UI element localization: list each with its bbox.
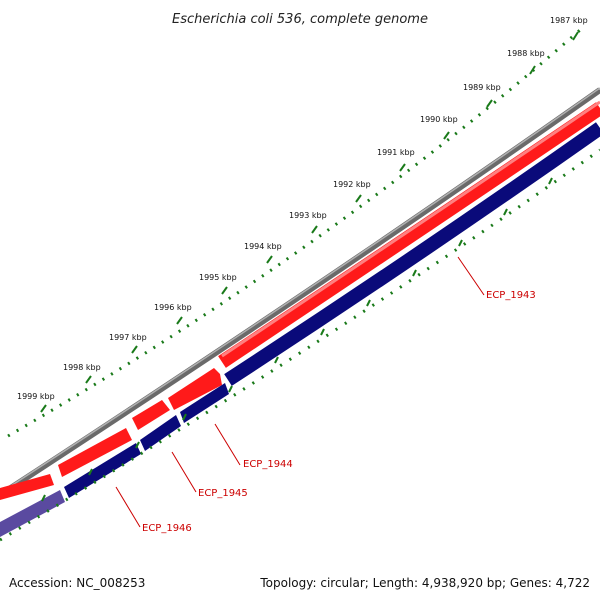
reverse-cds bbox=[140, 415, 181, 451]
gene-label-ecp-1944[interactable]: ECP_1944 bbox=[243, 459, 293, 470]
forward-cds bbox=[58, 428, 132, 477]
map-title: Escherichia coli 536, complete genome bbox=[172, 12, 428, 27]
backbone-highlight bbox=[0, 87, 600, 494]
forward-cds bbox=[132, 400, 170, 430]
kbp-label: 1987 kbp bbox=[550, 16, 588, 25]
forward-cds bbox=[0, 474, 54, 500]
kbp-label: 1992 kbp bbox=[333, 180, 371, 189]
kbp-label: 1988 kbp bbox=[507, 49, 545, 58]
forward-cds-highlight bbox=[221, 100, 600, 358]
leader-line bbox=[115, 486, 141, 528]
kbp-labels: 1987 kbp 1988 kbp 1989 kbp 1990 kbp 1991… bbox=[17, 16, 588, 401]
kbp-label: 1993 kbp bbox=[289, 211, 327, 220]
kbp-label: 1998 kbp bbox=[63, 363, 101, 372]
gene-label-ecp-1943[interactable]: ECP_1943 bbox=[486, 290, 536, 301]
reverse-cds bbox=[180, 383, 229, 423]
forward-strand-track bbox=[0, 100, 600, 500]
reverse-strand-track bbox=[0, 122, 600, 537]
outer-major-ticks bbox=[40, 31, 579, 413]
reverse-cds bbox=[64, 443, 141, 498]
accession-text: Accession: NC_008253 bbox=[9, 576, 145, 590]
kbp-label: 1989 kbp bbox=[463, 83, 501, 92]
reverse-cds bbox=[0, 490, 65, 537]
outer-tick-ring bbox=[7, 28, 581, 438]
gene-label-ecp-1946[interactable]: ECP_1946 bbox=[142, 523, 192, 534]
backbone-ring bbox=[0, 87, 600, 498]
forward-cds bbox=[168, 368, 222, 410]
kbp-label: 1990 kbp bbox=[420, 115, 458, 124]
kbp-label: 1994 kbp bbox=[244, 242, 282, 251]
gene-labels: ECP_1943 ECP_1944 ECP_1945 ECP_1946 bbox=[115, 256, 536, 534]
gene-label-ecp-1945[interactable]: ECP_1945 bbox=[198, 488, 248, 499]
leader-line bbox=[457, 256, 485, 296]
leader-line bbox=[214, 423, 241, 466]
kbp-label: 1995 kbp bbox=[199, 273, 237, 282]
kbp-label: 1996 kbp bbox=[154, 303, 192, 312]
kbp-label: 1991 kbp bbox=[377, 148, 415, 157]
inner-tick-ring bbox=[0, 148, 600, 542]
genome-stats-text: Topology: circular; Length: 4,938,920 bp… bbox=[259, 576, 590, 590]
reverse-cds bbox=[224, 122, 600, 386]
inner-major-ticks bbox=[41, 177, 553, 502]
forward-cds bbox=[218, 102, 600, 368]
leader-line bbox=[171, 451, 197, 493]
kbp-label: 1997 kbp bbox=[109, 333, 147, 342]
kbp-label: 1999 kbp bbox=[17, 392, 55, 401]
